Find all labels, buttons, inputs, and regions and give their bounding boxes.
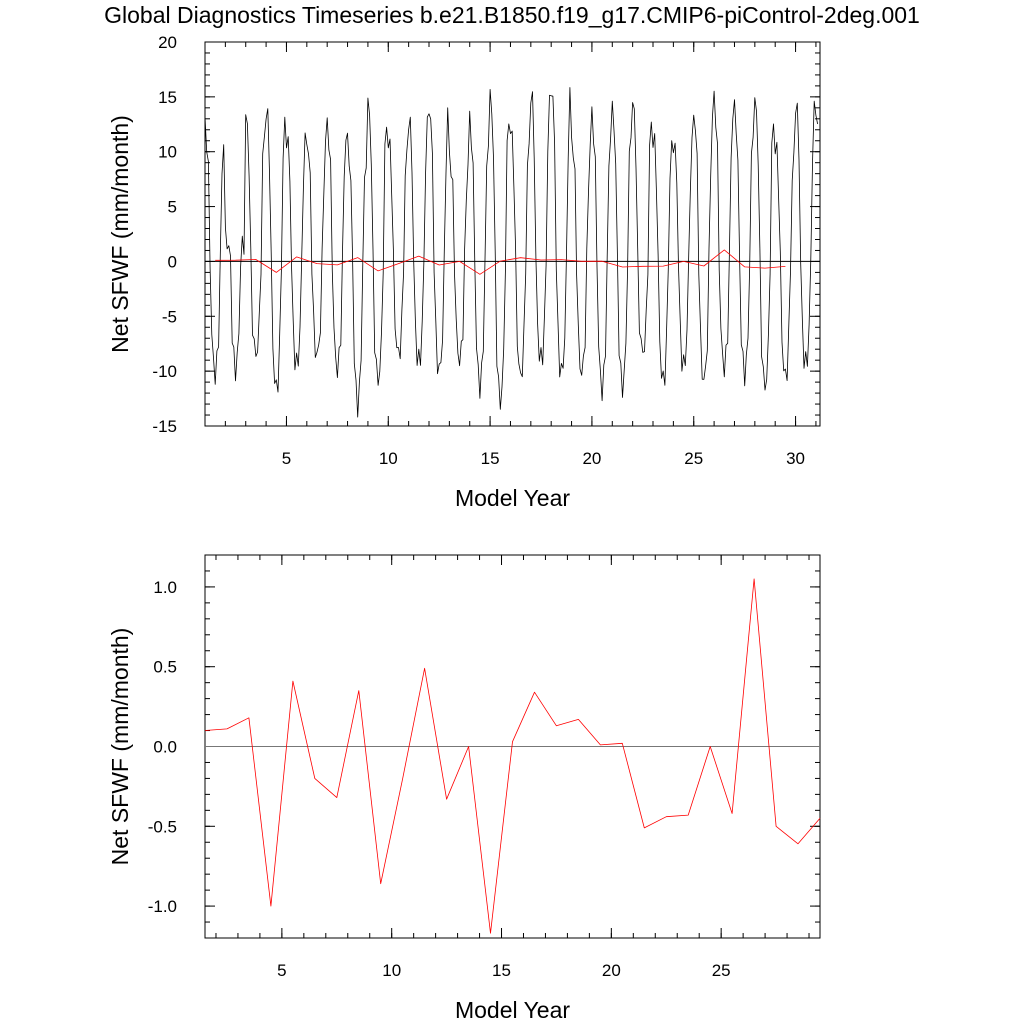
y-tick-label: 0.0 — [153, 738, 177, 757]
top-panel: -15 -10 -5 0 5 10 15 20 5 10 15 20 25 30 Model Year Net… — [107, 33, 821, 511]
x-tick-label: 25 — [712, 961, 731, 980]
y-tick-label: -5 — [162, 307, 177, 326]
x-tick-label: 10 — [382, 961, 401, 980]
x-tick-label: 20 — [582, 449, 601, 468]
x-tick-label: 15 — [492, 961, 511, 980]
x-axis-title: Model Year — [455, 997, 570, 1023]
x-tick-label: 10 — [379, 449, 398, 468]
annual-series-line — [215, 249, 786, 275]
plot-frame — [204, 41, 821, 427]
annual-series-line — [204, 578, 821, 934]
y-tick-label: -15 — [152, 417, 177, 436]
y-tick-label: 15 — [158, 88, 177, 107]
figure-title: Global Diagnostics Timeseries b.e21.B185… — [104, 2, 920, 28]
y-tick-label: 10 — [158, 143, 177, 162]
y-tick-label: -0.5 — [148, 817, 177, 836]
y-tick-label: 5 — [168, 198, 177, 217]
y-axis-title: Net SFWF (mm/month) — [107, 115, 133, 353]
x-tick-label: 30 — [786, 449, 805, 468]
bottom-panel: -1.0 -0.5 0.0 0.5 1.0 5 10 15 20 25 Model Year Net … — [107, 554, 821, 1023]
y-axis-title: Net SFWF (mm/month) — [107, 628, 133, 866]
y-tick-label: -1.0 — [148, 897, 177, 916]
x-tick-label: 15 — [481, 449, 500, 468]
y-tick-label: 1.0 — [153, 578, 177, 597]
y-tick-label: 0.5 — [153, 658, 177, 677]
x-tick-label: 20 — [602, 961, 621, 980]
y-tick-label: 0 — [168, 252, 177, 271]
x-tick-label: 5 — [277, 961, 286, 980]
x-tick-label: 5 — [282, 449, 291, 468]
x-axis-title: Model Year — [455, 485, 570, 511]
y-tick-label: 20 — [158, 33, 177, 52]
y-tick-label: -10 — [152, 362, 177, 381]
x-tick-label: 25 — [684, 449, 703, 468]
monthly-series-line — [204, 87, 818, 418]
